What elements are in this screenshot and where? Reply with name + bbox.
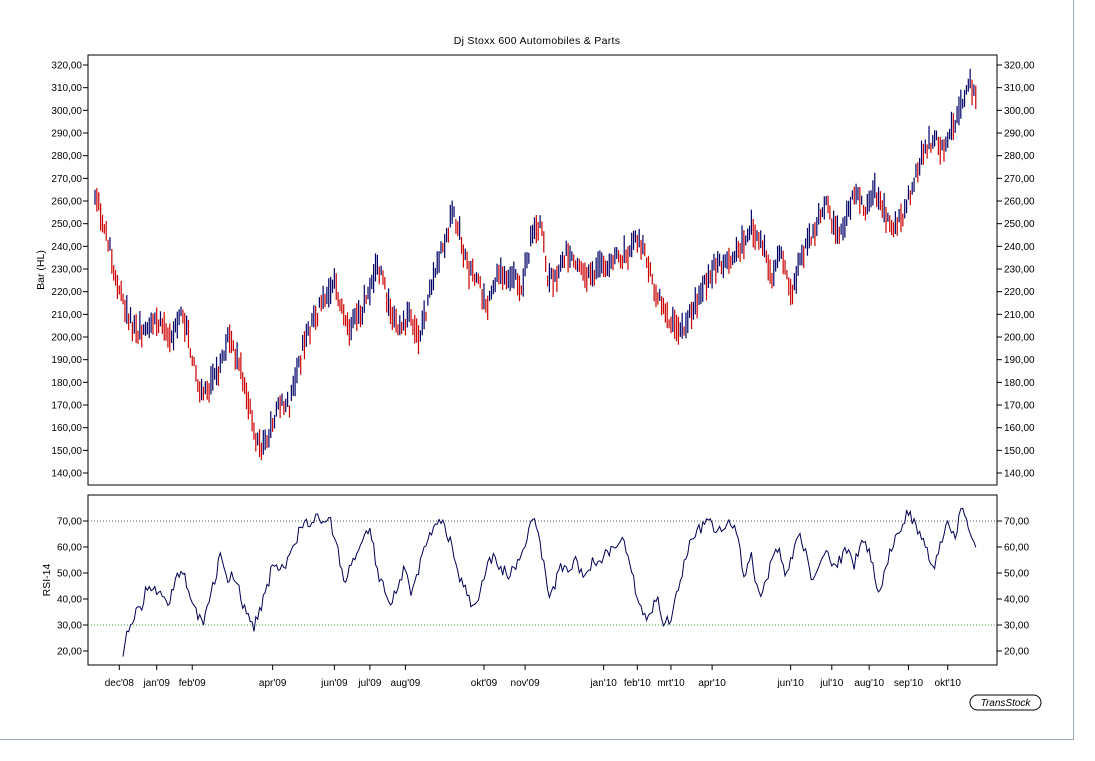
rsi-series bbox=[122, 507, 977, 657]
price-panel-frame bbox=[87, 54, 998, 486]
badge-label: TransStock bbox=[981, 698, 1032, 709]
price-tick-label-right: 210,00 bbox=[1004, 310, 1035, 321]
price-tick-label-left: 190,00 bbox=[51, 355, 82, 366]
x-tick-label: mrt'10 bbox=[657, 678, 685, 689]
price-tick-label-right: 150,00 bbox=[1004, 446, 1035, 457]
rsi-line bbox=[122, 507, 977, 657]
price-tick-label-left: 240,00 bbox=[51, 242, 82, 253]
price-y-ticks: 320,00 320,00 310,00 310,00 300,00 300,00 290,… bbox=[51, 61, 1035, 480]
rsi-tick-label-left: 20,00 bbox=[57, 647, 82, 658]
price-tick-label-left: 270,00 bbox=[51, 174, 82, 185]
price-tick-label-left: 230,00 bbox=[51, 265, 82, 276]
chart-title: Dj Stoxx 600 Automobiles & Parts bbox=[454, 35, 621, 47]
x-axis-ticks: dec'08 jan'09 feb'09 apr'09 jun'09 jul'09 aug'… bbox=[105, 665, 962, 689]
x-tick-label: aug'09 bbox=[391, 678, 421, 689]
x-tick-label: sep'10 bbox=[894, 678, 924, 689]
x-tick-label: apr'10 bbox=[698, 678, 726, 689]
price-tick-label-left: 220,00 bbox=[51, 287, 82, 298]
price-tick-label-right: 190,00 bbox=[1004, 355, 1035, 366]
price-tick-label-right: 240,00 bbox=[1004, 242, 1035, 253]
rsi-y-ticks: 70,00 70,00 60,00 60,00 50,00 50,00 40,00 40,00… bbox=[57, 517, 1029, 658]
price-tick-label-right: 290,00 bbox=[1004, 129, 1035, 140]
rsi-tick-label-left: 50,00 bbox=[57, 569, 82, 580]
x-tick-label: feb'09 bbox=[179, 678, 206, 689]
price-tick-label-left: 180,00 bbox=[51, 378, 82, 389]
price-tick-label-right: 200,00 bbox=[1004, 333, 1035, 344]
price-tick-label-right: 300,00 bbox=[1004, 106, 1035, 117]
price-tick-label-right: 140,00 bbox=[1004, 469, 1035, 480]
x-tick-label: feb'10 bbox=[624, 678, 651, 689]
x-tick-label: jun'10 bbox=[776, 678, 804, 689]
rsi-tick-label-left: 40,00 bbox=[57, 595, 82, 606]
price-tick-label-right: 230,00 bbox=[1004, 265, 1035, 276]
price-tick-label-right: 250,00 bbox=[1004, 219, 1035, 230]
rsi-reference-lines bbox=[88, 520, 997, 626]
transstock-badge: TransStock bbox=[969, 694, 1042, 711]
price-tick-label-right: 280,00 bbox=[1004, 151, 1035, 162]
chart-frame bbox=[0, 0, 1074, 740]
x-tick-label: dec'08 bbox=[105, 678, 135, 689]
x-tick-label: nov'09 bbox=[511, 678, 541, 689]
price-tick-label-right: 310,00 bbox=[1004, 83, 1035, 94]
price-tick-label-right: 180,00 bbox=[1004, 378, 1035, 389]
rsi-tick-label-right: 70,00 bbox=[1004, 517, 1029, 528]
price-tick-label-left: 290,00 bbox=[51, 129, 82, 140]
price-tick-label-left: 280,00 bbox=[51, 151, 82, 162]
price-tick-label-left: 250,00 bbox=[51, 219, 82, 230]
price-tick-label-right: 170,00 bbox=[1004, 401, 1035, 412]
rsi-tick-label-left: 30,00 bbox=[57, 621, 82, 632]
price-tick-label-left: 140,00 bbox=[51, 469, 82, 480]
x-tick-label: jul'09 bbox=[357, 678, 381, 689]
rsi-tick-label-right: 50,00 bbox=[1004, 569, 1029, 580]
price-tick-label-left: 170,00 bbox=[51, 401, 82, 412]
rsi-axis-title: RSI-14 bbox=[41, 564, 53, 597]
price-tick-label-right: 270,00 bbox=[1004, 174, 1035, 185]
rsi-tick-label-left: 60,00 bbox=[57, 543, 82, 554]
rsi-panel-frame bbox=[87, 494, 998, 666]
price-tick-label-left: 150,00 bbox=[51, 446, 82, 457]
price-tick-label-left: 260,00 bbox=[51, 197, 82, 208]
rsi-tick-label-right: 20,00 bbox=[1004, 647, 1029, 658]
price-tick-label-left: 200,00 bbox=[51, 333, 82, 344]
price-tick-label-left: 300,00 bbox=[51, 106, 82, 117]
rsi-tick-label-right: 60,00 bbox=[1004, 543, 1029, 554]
x-tick-label: jul'10 bbox=[819, 678, 843, 689]
price-axis-title: Bar (HL) bbox=[35, 250, 47, 290]
x-tick-label: jan'09 bbox=[143, 678, 171, 689]
price-tick-label-left: 320,00 bbox=[51, 61, 82, 72]
x-tick-label: jun'09 bbox=[320, 678, 348, 689]
x-tick-label: jan'10 bbox=[589, 678, 617, 689]
x-tick-label: okt'10 bbox=[935, 678, 962, 689]
price-tick-label-right: 160,00 bbox=[1004, 423, 1035, 434]
price-tick-label-right: 220,00 bbox=[1004, 287, 1035, 298]
x-tick-label: aug'10 bbox=[854, 678, 884, 689]
price-tick-label-left: 310,00 bbox=[51, 83, 82, 94]
price-tick-label-right: 320,00 bbox=[1004, 61, 1035, 72]
price-bars bbox=[94, 68, 977, 460]
x-tick-label: okt'09 bbox=[471, 678, 498, 689]
price-tick-label-right: 260,00 bbox=[1004, 197, 1035, 208]
rsi-tick-label-right: 30,00 bbox=[1004, 621, 1029, 632]
rsi-tick-label-left: 70,00 bbox=[57, 517, 82, 528]
price-tick-label-left: 160,00 bbox=[51, 423, 82, 434]
x-tick-label: apr'09 bbox=[259, 678, 287, 689]
price-tick-label-left: 210,00 bbox=[51, 310, 82, 321]
rsi-tick-label-right: 40,00 bbox=[1004, 595, 1029, 606]
